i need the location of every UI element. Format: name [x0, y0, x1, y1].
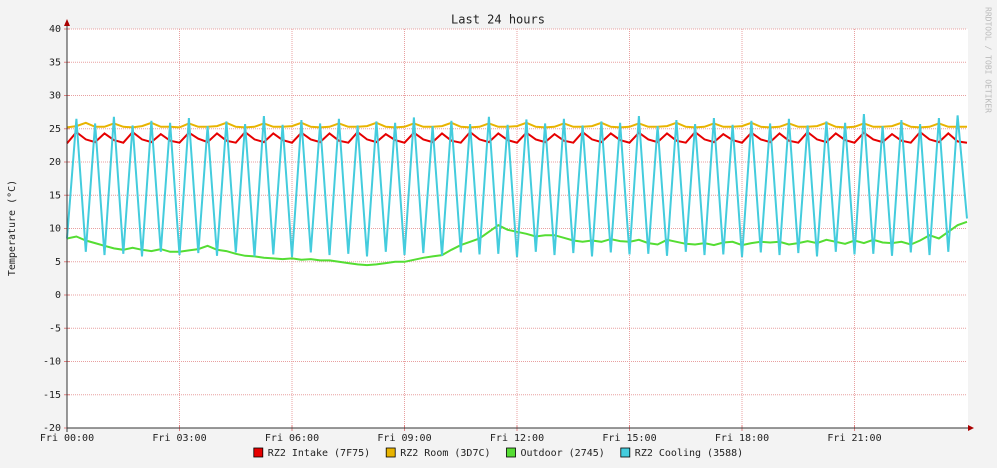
x-arrow — [968, 425, 974, 431]
chart-title: Last 24 hours — [451, 13, 545, 27]
series-line — [66, 130, 968, 145]
legend-label: RZ2 Cooling (3588) — [635, 448, 743, 459]
y-tick-label: 40 — [49, 24, 61, 35]
legend-swatch — [620, 447, 631, 458]
y-tick-label: 5 — [55, 257, 61, 268]
y-tick-label: -15 — [43, 390, 61, 401]
y-tick-label: 0 — [55, 290, 61, 301]
x-tick-label: Fri 12:00 — [490, 433, 544, 444]
x-tick-label: Fri 18:00 — [715, 433, 769, 444]
series-line — [66, 114, 968, 258]
grid: -20 -15 -10 -5 0 5 10 15 20 25 30 35 40 Fri 00:00 Fri … — [40, 24, 967, 444]
y-tick-label: 30 — [49, 91, 61, 102]
axes — [64, 19, 974, 432]
legend-swatch — [506, 447, 516, 458]
legend-item: Outdoor (2745) — [506, 447, 605, 459]
y-tick-label: -5 — [49, 323, 61, 334]
y-tick-label: 10 — [49, 224, 61, 235]
series-line — [66, 121, 967, 129]
legend: RZ2 Intake (7F75) RZ2 Room (3D7C) Outdoor … — [253, 447, 743, 459]
legend-swatch — [253, 447, 264, 458]
y-tick-label: 35 — [49, 57, 61, 68]
legend-swatch — [385, 447, 396, 458]
legend-label: RZ2 Room (3D7C) — [400, 448, 490, 459]
x-tick-label: Fri 15:00 — [602, 433, 656, 444]
x-tick-label: Fri 00:00 — [40, 433, 94, 444]
y-arrow — [64, 19, 70, 26]
y-tick-label: 25 — [49, 124, 61, 135]
legend-item: RZ2 Intake (7F75) — [253, 447, 370, 459]
legend-item: RZ2 Room (3D7C) — [385, 447, 491, 459]
x-tick-label: Fri 21:00 — [827, 433, 881, 444]
legend-item: RZ2 Cooling (3588) — [620, 447, 743, 459]
y-tick-label: -20 — [43, 423, 61, 434]
x-tick-label: Fri 06:00 — [265, 433, 319, 444]
y-axis-label: Temperature (°C) — [7, 180, 18, 276]
y-tick-label: 15 — [49, 190, 61, 201]
watermark: RRDTOOL / TOBI OETIKER — [984, 7, 993, 113]
y-tick-label: 20 — [49, 157, 61, 168]
legend-label: RZ2 Intake (7F75) — [268, 448, 370, 459]
lines — [66, 114, 968, 267]
x-tick-label: Fri 03:00 — [152, 433, 206, 444]
x-tick-label: Fri 09:00 — [377, 433, 431, 444]
legend-label: Outdoor (2745) — [521, 448, 605, 459]
y-tick-label: -10 — [43, 357, 61, 368]
